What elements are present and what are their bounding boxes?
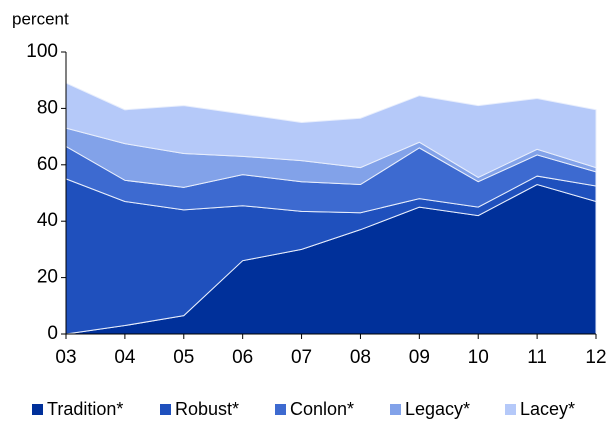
- legend-swatch: [275, 404, 286, 415]
- y-tick-label: 20: [37, 267, 58, 288]
- y-tick-label: 40: [37, 210, 58, 231]
- x-tick-label: 08: [350, 347, 371, 368]
- x-tick-label: 06: [232, 347, 253, 368]
- x-tick-label: 05: [173, 347, 194, 368]
- y-tick-label: 0: [47, 323, 58, 344]
- x-tick-label: 11: [527, 347, 547, 368]
- x-tick-label: 04: [114, 347, 136, 368]
- y-tick-label: 60: [37, 154, 58, 175]
- legend-swatch: [505, 404, 516, 415]
- x-tick-label: 03: [55, 347, 76, 368]
- x-tick-label: 12: [585, 347, 606, 368]
- legend-label: Robust*: [175, 399, 239, 419]
- y-axis-label: percent: [12, 9, 69, 28]
- x-tick-label: 09: [409, 347, 430, 368]
- legend-label: Tradition*: [47, 399, 123, 419]
- legend-swatch: [390, 404, 401, 415]
- y-tick-label: 100: [26, 41, 58, 62]
- legend-label: Lacey*: [520, 399, 575, 419]
- y-tick-label: 80: [37, 97, 58, 118]
- legend-swatch: [32, 404, 43, 415]
- x-tick-label: 10: [468, 347, 489, 368]
- area: [65, 82, 597, 179]
- legend-label: Legacy*: [405, 399, 470, 419]
- legend-swatch: [160, 404, 171, 415]
- legend-label: Conlon*: [290, 399, 354, 419]
- x-tick-label: 07: [291, 347, 312, 368]
